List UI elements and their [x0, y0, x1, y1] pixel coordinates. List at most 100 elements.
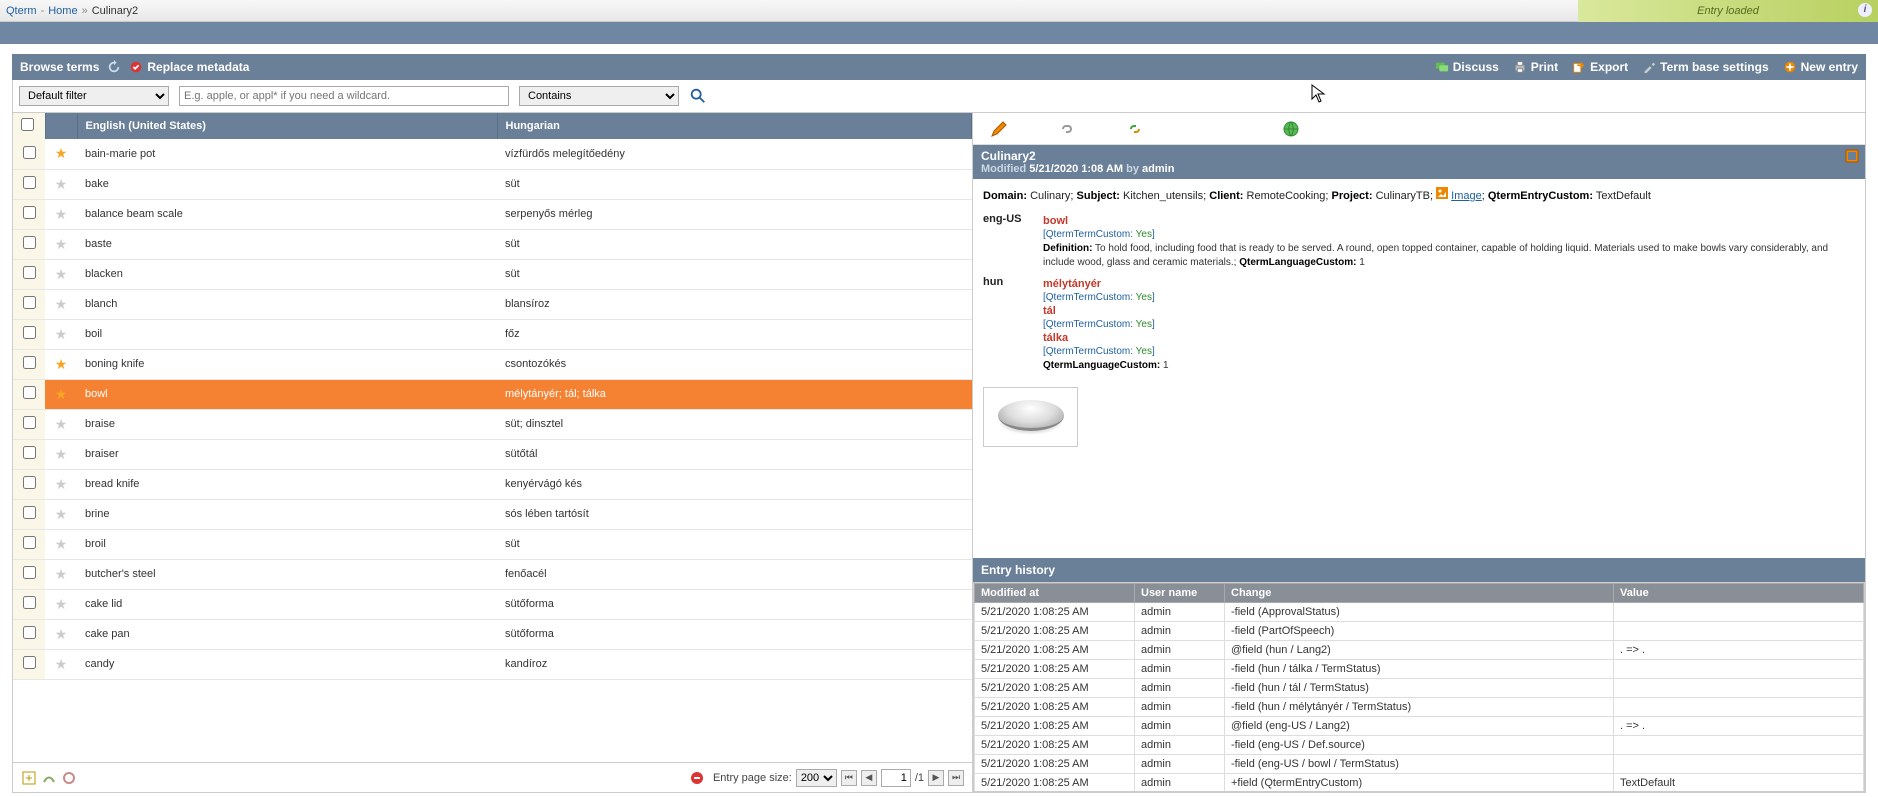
row-checkbox[interactable] — [23, 536, 36, 549]
print-button[interactable]: Print — [1513, 60, 1558, 74]
table-row[interactable]: ★bain-marie potvízfürdős melegítőedény — [13, 139, 972, 169]
star-icon[interactable]: ★ — [55, 566, 68, 582]
table-row[interactable]: ★balance beam scaleserpenyős mérleg — [13, 199, 972, 229]
link-icon[interactable] — [1057, 119, 1077, 139]
globe-icon[interactable] — [1281, 119, 1301, 139]
table-row[interactable]: ★cake pansütőforma — [13, 619, 972, 649]
star-icon[interactable]: ★ — [55, 266, 68, 282]
row-checkbox[interactable] — [23, 566, 36, 579]
star-icon[interactable]: ★ — [55, 596, 68, 612]
col-english[interactable]: English (United States) — [77, 113, 497, 139]
page-prev-button[interactable]: ◀ — [861, 770, 877, 786]
star-icon[interactable]: ★ — [55, 416, 68, 432]
breadcrumb-app[interactable]: Qterm — [6, 5, 37, 17]
row-checkbox[interactable] — [23, 416, 36, 429]
browse-refresh-icon[interactable] — [107, 60, 121, 74]
table-row[interactable]: ★boilfőz — [13, 319, 972, 349]
term-bowl[interactable]: bowl — [1043, 215, 1855, 227]
new-entry-button[interactable]: New entry — [1783, 60, 1858, 74]
star-icon[interactable]: ★ — [55, 386, 68, 402]
row-checkbox[interactable] — [23, 356, 36, 369]
image-link[interactable]: Image — [1451, 190, 1482, 202]
table-row[interactable]: ★blanchblansíroz — [13, 289, 972, 319]
star-icon[interactable]: ★ — [55, 356, 68, 372]
filter-select[interactable]: Default filter — [19, 86, 169, 106]
row-checkbox[interactable] — [23, 656, 36, 669]
cell-hungarian: mélytányér; tál; tálka — [497, 379, 972, 409]
row-checkbox[interactable] — [23, 386, 36, 399]
row-checkbox[interactable] — [23, 476, 36, 489]
pagesize-select[interactable]: 200 — [796, 769, 837, 787]
page-input[interactable] — [881, 769, 911, 787]
select-all-header[interactable] — [13, 113, 45, 139]
table-row[interactable]: ★boning knifecsontozókés — [13, 349, 972, 379]
page-next-button[interactable]: ▶ — [928, 770, 944, 786]
page-last-button[interactable]: ⏭ — [948, 770, 964, 786]
row-checkbox[interactable] — [23, 296, 36, 309]
breadcrumb-home[interactable]: Home — [48, 5, 77, 17]
star-icon[interactable]: ★ — [55, 145, 68, 161]
row-checkbox[interactable] — [23, 446, 36, 459]
table-row[interactable]: ★bowlmélytányér; tál; tálka — [13, 379, 972, 409]
term-talka[interactable]: tálka — [1043, 332, 1855, 344]
export-button[interactable]: Export — [1572, 60, 1628, 74]
star-icon[interactable]: ★ — [55, 626, 68, 642]
row-checkbox[interactable] — [23, 626, 36, 639]
star-icon[interactable]: ★ — [55, 656, 68, 672]
table-row[interactable]: ★bakesüt — [13, 169, 972, 199]
star-icon[interactable]: ★ — [55, 236, 68, 252]
hist-col-change[interactable]: Change — [1225, 584, 1614, 603]
table-row[interactable]: ★candykandíroz — [13, 649, 972, 679]
pager: Entry page size: 200 ⏮ ◀ /1 ▶ ⏭ — [13, 762, 972, 792]
unlink-icon[interactable] — [1125, 119, 1145, 139]
page-first-button[interactable]: ⏮ — [841, 770, 857, 786]
col-hungarian[interactable]: Hungarian — [497, 113, 972, 139]
row-checkbox[interactable] — [23, 206, 36, 219]
star-icon[interactable]: ★ — [55, 446, 68, 462]
star-icon[interactable]: ★ — [55, 326, 68, 342]
row-checkbox[interactable] — [23, 236, 36, 249]
table-row[interactable]: ★bastesüt — [13, 229, 972, 259]
match-select[interactable]: Contains — [519, 86, 679, 106]
row-checkbox[interactable] — [23, 146, 36, 159]
hist-col-value[interactable]: Value — [1614, 584, 1864, 603]
table-row[interactable]: ★braisesüt; dinsztel — [13, 409, 972, 439]
pager-tool3-icon[interactable] — [61, 770, 81, 786]
cell-english: cake lid — [77, 589, 497, 619]
edit-icon[interactable] — [989, 119, 1009, 139]
hist-col-user[interactable]: User name — [1135, 584, 1225, 603]
search-input[interactable] — [179, 86, 509, 106]
star-icon[interactable]: ★ — [55, 296, 68, 312]
row-checkbox[interactable] — [23, 266, 36, 279]
info-icon[interactable]: i — [1858, 3, 1872, 17]
pager-tool1-icon[interactable] — [21, 770, 41, 786]
hist-col-modified[interactable]: Modified at — [975, 584, 1135, 603]
row-checkbox[interactable] — [23, 596, 36, 609]
star-icon[interactable]: ★ — [55, 176, 68, 192]
termbase-settings-button[interactable]: Term base settings — [1642, 60, 1768, 74]
table-row[interactable]: ★bread knifekenyérvágó kés — [13, 469, 972, 499]
star-icon[interactable]: ★ — [55, 476, 68, 492]
pager-tool2-icon[interactable] — [41, 770, 61, 786]
stop-icon[interactable] — [689, 770, 709, 786]
table-row[interactable]: ★butcher's steelfenőacél — [13, 559, 972, 589]
table-row[interactable]: ★blackensüt — [13, 259, 972, 289]
maximize-icon[interactable] — [1845, 149, 1859, 163]
row-checkbox[interactable] — [23, 176, 36, 189]
term-tal[interactable]: tál — [1043, 305, 1855, 317]
table-row[interactable]: ★brinesós lében tartósít — [13, 499, 972, 529]
table-row[interactable]: ★cake lidsütőforma — [13, 589, 972, 619]
table-row[interactable]: ★braisersütőtál — [13, 439, 972, 469]
select-all-checkbox[interactable] — [21, 118, 34, 131]
star-icon[interactable]: ★ — [55, 536, 68, 552]
replace-metadata-button[interactable]: Replace metadata — [129, 60, 249, 74]
row-checkbox[interactable] — [23, 326, 36, 339]
term-melytanyer[interactable]: mélytányér — [1043, 278, 1855, 290]
star-icon[interactable]: ★ — [55, 206, 68, 222]
star-icon[interactable]: ★ — [55, 506, 68, 522]
row-checkbox[interactable] — [23, 506, 36, 519]
entry-image[interactable] — [983, 387, 1078, 447]
search-icon[interactable] — [689, 87, 707, 105]
discuss-button[interactable]: Discuss — [1435, 60, 1499, 74]
table-row[interactable]: ★broilsüt — [13, 529, 972, 559]
